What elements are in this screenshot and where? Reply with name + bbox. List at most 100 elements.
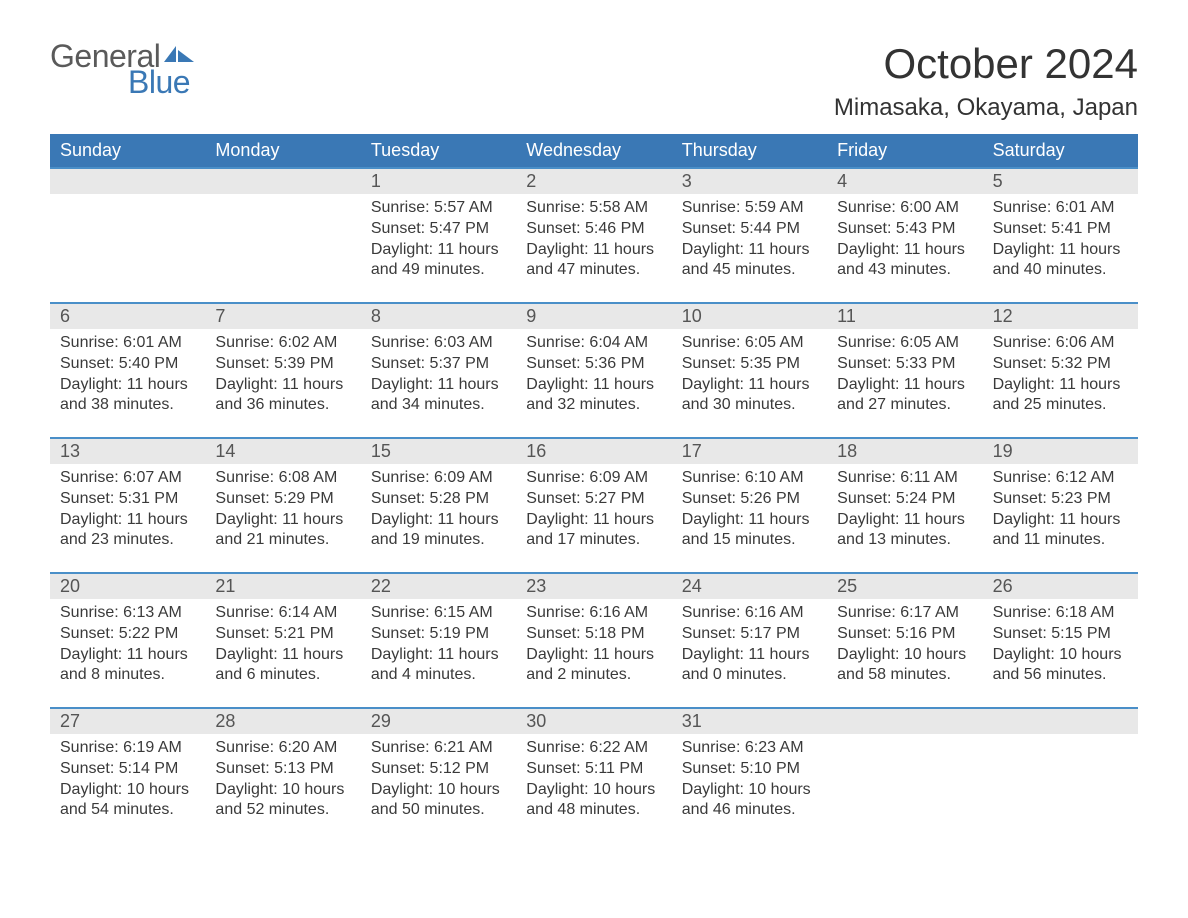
daylight-line: Daylight: 11 hours and 8 minutes. [60, 645, 195, 687]
sunset-line: Sunset: 5:28 PM [371, 489, 506, 510]
daylight-line: Daylight: 10 hours and 46 minutes. [682, 780, 817, 822]
day-number: 25 [827, 574, 982, 599]
day-number: 9 [516, 304, 671, 329]
sunrise-line: Sunrise: 5:58 AM [526, 198, 661, 219]
brand-logo: General Blue [50, 40, 194, 98]
day-cell: Sunrise: 6:15 AMSunset: 5:19 PMDaylight:… [361, 599, 516, 707]
day-cell: Sunrise: 6:00 AMSunset: 5:43 PMDaylight:… [827, 194, 982, 302]
day-cell [983, 734, 1138, 842]
sunset-line: Sunset: 5:11 PM [526, 759, 661, 780]
day-number [827, 709, 982, 734]
day-cell: Sunrise: 6:05 AMSunset: 5:33 PMDaylight:… [827, 329, 982, 437]
day-number: 30 [516, 709, 671, 734]
day-cell: Sunrise: 6:09 AMSunset: 5:27 PMDaylight:… [516, 464, 671, 572]
sunset-line: Sunset: 5:41 PM [993, 219, 1128, 240]
day-number-row: 13141516171819 [50, 439, 1138, 464]
sunrise-line: Sunrise: 6:15 AM [371, 603, 506, 624]
daylight-line: Daylight: 10 hours and 52 minutes. [215, 780, 350, 822]
sunrise-line: Sunrise: 6:09 AM [526, 468, 661, 489]
title-block: October 2024 Mimasaka, Okayama, Japan [834, 40, 1138, 122]
day-number: 27 [50, 709, 205, 734]
day-cell: Sunrise: 6:16 AMSunset: 5:17 PMDaylight:… [672, 599, 827, 707]
day-cell: Sunrise: 6:04 AMSunset: 5:36 PMDaylight:… [516, 329, 671, 437]
day-number [205, 169, 360, 194]
day-cell [827, 734, 982, 842]
sunset-line: Sunset: 5:12 PM [371, 759, 506, 780]
day-number: 8 [361, 304, 516, 329]
daylight-line: Daylight: 11 hours and 15 minutes. [682, 510, 817, 552]
day-cell: Sunrise: 6:23 AMSunset: 5:10 PMDaylight:… [672, 734, 827, 842]
daylight-line: Daylight: 11 hours and 25 minutes. [993, 375, 1128, 417]
day-number: 11 [827, 304, 982, 329]
sunrise-line: Sunrise: 6:07 AM [60, 468, 195, 489]
day-number-row: 2728293031 [50, 709, 1138, 734]
calendar-week: 12345Sunrise: 5:57 AMSunset: 5:47 PMDayl… [50, 167, 1138, 302]
daylight-line: Daylight: 10 hours and 56 minutes. [993, 645, 1128, 687]
sunrise-line: Sunrise: 6:06 AM [993, 333, 1128, 354]
sunset-line: Sunset: 5:39 PM [215, 354, 350, 375]
day-cell: Sunrise: 6:10 AMSunset: 5:26 PMDaylight:… [672, 464, 827, 572]
sunrise-line: Sunrise: 6:00 AM [837, 198, 972, 219]
daylight-line: Daylight: 11 hours and 49 minutes. [371, 240, 506, 282]
daylight-line: Daylight: 11 hours and 32 minutes. [526, 375, 661, 417]
sunset-line: Sunset: 5:15 PM [993, 624, 1128, 645]
calendar-grid: SundayMondayTuesdayWednesdayThursdayFrid… [50, 134, 1138, 842]
day-number: 19 [983, 439, 1138, 464]
sunset-line: Sunset: 5:47 PM [371, 219, 506, 240]
daylight-line: Daylight: 11 hours and 2 minutes. [526, 645, 661, 687]
day-number-row: 12345 [50, 169, 1138, 194]
day-body-row: Sunrise: 6:19 AMSunset: 5:14 PMDaylight:… [50, 734, 1138, 842]
day-body-row: Sunrise: 6:07 AMSunset: 5:31 PMDaylight:… [50, 464, 1138, 572]
day-cell: Sunrise: 6:18 AMSunset: 5:15 PMDaylight:… [983, 599, 1138, 707]
sunrise-line: Sunrise: 6:05 AM [682, 333, 817, 354]
daylight-line: Daylight: 11 hours and 34 minutes. [371, 375, 506, 417]
day-number: 21 [205, 574, 360, 599]
day-number: 17 [672, 439, 827, 464]
calendar-week: 2728293031Sunrise: 6:19 AMSunset: 5:14 P… [50, 707, 1138, 842]
daylight-line: Daylight: 10 hours and 54 minutes. [60, 780, 195, 822]
sunrise-line: Sunrise: 6:10 AM [682, 468, 817, 489]
day-number: 5 [983, 169, 1138, 194]
daylight-line: Daylight: 11 hours and 19 minutes. [371, 510, 506, 552]
sunrise-line: Sunrise: 6:20 AM [215, 738, 350, 759]
header: General Blue October 2024 Mimasaka, Okay… [50, 40, 1138, 122]
day-number [983, 709, 1138, 734]
sunrise-line: Sunrise: 6:14 AM [215, 603, 350, 624]
day-cell: Sunrise: 6:06 AMSunset: 5:32 PMDaylight:… [983, 329, 1138, 437]
day-cell: Sunrise: 6:22 AMSunset: 5:11 PMDaylight:… [516, 734, 671, 842]
sunrise-line: Sunrise: 6:05 AM [837, 333, 972, 354]
daylight-line: Daylight: 11 hours and 45 minutes. [682, 240, 817, 282]
sunrise-line: Sunrise: 6:11 AM [837, 468, 972, 489]
sunset-line: Sunset: 5:36 PM [526, 354, 661, 375]
day-cell: Sunrise: 5:57 AMSunset: 5:47 PMDaylight:… [361, 194, 516, 302]
day-of-week-header: Thursday [672, 134, 827, 167]
day-cell: Sunrise: 6:09 AMSunset: 5:28 PMDaylight:… [361, 464, 516, 572]
sunset-line: Sunset: 5:40 PM [60, 354, 195, 375]
day-body-row: Sunrise: 6:13 AMSunset: 5:22 PMDaylight:… [50, 599, 1138, 707]
daylight-line: Daylight: 11 hours and 43 minutes. [837, 240, 972, 282]
day-number: 23 [516, 574, 671, 599]
sunset-line: Sunset: 5:43 PM [837, 219, 972, 240]
day-number: 10 [672, 304, 827, 329]
daylight-line: Daylight: 11 hours and 0 minutes. [682, 645, 817, 687]
day-number: 15 [361, 439, 516, 464]
day-number: 26 [983, 574, 1138, 599]
day-number: 20 [50, 574, 205, 599]
sunrise-line: Sunrise: 6:23 AM [682, 738, 817, 759]
sunset-line: Sunset: 5:35 PM [682, 354, 817, 375]
day-cell: Sunrise: 6:14 AMSunset: 5:21 PMDaylight:… [205, 599, 360, 707]
day-cell: Sunrise: 6:19 AMSunset: 5:14 PMDaylight:… [50, 734, 205, 842]
day-number: 3 [672, 169, 827, 194]
day-number: 7 [205, 304, 360, 329]
sunset-line: Sunset: 5:24 PM [837, 489, 972, 510]
sunset-line: Sunset: 5:22 PM [60, 624, 195, 645]
month-title: October 2024 [834, 40, 1138, 88]
sunset-line: Sunset: 5:14 PM [60, 759, 195, 780]
daylight-line: Daylight: 11 hours and 4 minutes. [371, 645, 506, 687]
daylight-line: Daylight: 11 hours and 17 minutes. [526, 510, 661, 552]
day-body-row: Sunrise: 5:57 AMSunset: 5:47 PMDaylight:… [50, 194, 1138, 302]
day-number: 28 [205, 709, 360, 734]
sunset-line: Sunset: 5:17 PM [682, 624, 817, 645]
sunset-line: Sunset: 5:46 PM [526, 219, 661, 240]
day-cell: Sunrise: 6:20 AMSunset: 5:13 PMDaylight:… [205, 734, 360, 842]
